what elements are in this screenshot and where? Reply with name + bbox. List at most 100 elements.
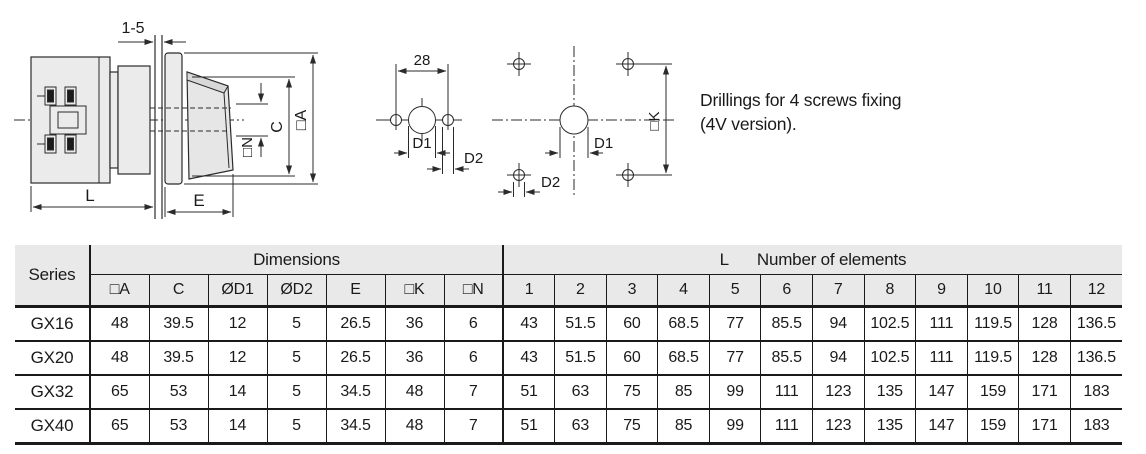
- dimension-value-cell: 53: [149, 375, 209, 410]
- element-length-cell: 75: [606, 375, 659, 410]
- element-column-header: 5: [709, 274, 762, 308]
- element-column-header: 2: [554, 274, 607, 308]
- element-length-cell: 51: [503, 375, 556, 410]
- element-column-header: 8: [864, 274, 917, 308]
- element-length-cell: 85.5: [760, 341, 813, 376]
- dimension-value-cell: 5: [267, 306, 327, 342]
- series-cell: GX20: [15, 341, 91, 376]
- dim-n: [236, 83, 268, 157]
- dim-column-header: ØD2: [267, 274, 327, 308]
- dimension-value-cell: 48: [90, 306, 150, 342]
- table-header-row-groups: Series Dimensions L Number of elements: [15, 245, 1122, 308]
- element-length-cell: 68.5: [657, 341, 710, 376]
- dimension-value-cell: 53: [149, 409, 209, 445]
- element-length-cell: 136.5: [1070, 306, 1122, 342]
- element-length-cell: 99: [709, 375, 762, 410]
- element-length-cell: 183: [1070, 375, 1122, 410]
- element-length-cell: 102.5: [864, 306, 917, 342]
- dimension-value-cell: 65: [90, 409, 150, 445]
- series-cell: GX40: [15, 409, 91, 445]
- element-length-cell: 75: [606, 409, 659, 445]
- element-length-cell: 43: [503, 306, 556, 342]
- dimension-value-cell: 39.5: [149, 306, 209, 342]
- element-length-cell: 128: [1018, 306, 1071, 342]
- element-length-cell: 85: [657, 375, 710, 410]
- dimension-value-cell: 26.5: [326, 306, 386, 342]
- dim-label-d1: D1: [594, 135, 613, 152]
- table-row: GX40 65 53 14 5 34.5 48 7 51 63 75 85 99 111 123 135 147…: [15, 409, 1122, 445]
- element-column-header: 12: [1070, 274, 1122, 308]
- drilling-note-line1: Drillings for 4 screws fixing: [700, 90, 902, 110]
- dimension-value-cell: 48: [385, 409, 445, 445]
- element-length-cell: 51.5: [554, 306, 607, 342]
- element-length-cell: 68.5: [657, 306, 710, 342]
- elements-group-header: L Number of elements: [503, 245, 1122, 275]
- dim-label-a: □A: [293, 110, 310, 131]
- series-cell: GX16: [15, 306, 91, 342]
- element-length-cell: 94: [812, 341, 865, 376]
- dim-label-panel: 1-5: [121, 20, 144, 37]
- element-length-cell: 135: [864, 375, 917, 410]
- element-length-cell: 85.5: [760, 306, 813, 342]
- element-length-cell: 85: [657, 409, 710, 445]
- series-header: Series: [15, 245, 91, 308]
- element-column-header: 10: [967, 274, 1020, 308]
- dimension-value-cell: 6: [444, 341, 504, 376]
- dimension-value-cell: 14: [208, 409, 268, 445]
- elements-l-label: L: [719, 249, 729, 269]
- dimension-value-cell: 34.5: [326, 409, 386, 445]
- element-length-cell: 60: [606, 341, 659, 376]
- dimension-value-cell: 6: [444, 306, 504, 342]
- element-column-header: 1: [503, 274, 556, 308]
- element-length-cell: 63: [554, 375, 607, 410]
- drill-pattern-3hole: 28 D1 D2: [376, 52, 483, 174]
- element-length-cell: 171: [1018, 409, 1071, 445]
- dim-column-header: E: [326, 274, 386, 308]
- table-row: GX20 48 39.5 12 5 26.5 36 6 43 51.5 60 68.5 77 85.5 94…: [15, 341, 1122, 376]
- element-length-cell: 159: [967, 409, 1020, 445]
- element-column-header: 4: [657, 274, 710, 308]
- dimension-value-cell: 12: [208, 341, 268, 376]
- corner-hole: [507, 163, 531, 187]
- dim-a: [184, 52, 318, 185]
- dim-e: [164, 174, 234, 217]
- element-length-cell: 119.5: [967, 306, 1020, 342]
- drilling-note: Drillings for 4 screws fixing (4V versio…: [700, 88, 902, 136]
- element-length-cell: 51: [503, 409, 556, 445]
- dimension-value-cell: 5: [267, 409, 327, 445]
- element-length-cell: 111: [915, 306, 968, 342]
- element-length-cell: 147: [915, 409, 968, 445]
- dimension-value-cell: 5: [267, 341, 327, 376]
- element-length-cell: 171: [1018, 375, 1071, 410]
- element-length-cell: 111: [915, 341, 968, 376]
- drill-pattern-4v: □K D1 D2: [492, 46, 676, 198]
- series-cell: GX32: [15, 375, 91, 410]
- element-length-cell: 77: [709, 306, 762, 342]
- dimension-value-cell: 36: [385, 341, 445, 376]
- element-column-header: 3: [606, 274, 659, 308]
- table-row: GX32 65 53 14 5 34.5 48 7 51 63 75 85 99 111 123 135 147…: [15, 375, 1122, 410]
- element-length-cell: 99: [709, 409, 762, 445]
- element-length-cell: 111: [760, 375, 813, 410]
- dimension-value-cell: 26.5: [326, 341, 386, 376]
- element-length-cell: 123: [812, 409, 865, 445]
- dimension-value-cell: 5: [267, 375, 327, 410]
- element-length-cell: 147: [915, 375, 968, 410]
- side-view-drawing: 1-5 L E: [14, 20, 318, 219]
- element-column-header: 9: [915, 274, 968, 308]
- dim-column-header: □A: [90, 274, 150, 308]
- corner-hole: [507, 52, 531, 76]
- dim-label-c: C: [269, 121, 286, 133]
- table-row: GX16 48 39.5 12 5 26.5 36 6 43 51.5 60 68.5 77 85.5 94…: [15, 306, 1122, 342]
- dimension-value-cell: 34.5: [326, 375, 386, 410]
- dim-column-header: □K: [385, 274, 445, 308]
- dimension-value-cell: 12: [208, 306, 268, 342]
- elements-text-label: Number of elements: [756, 249, 907, 269]
- element-length-cell: 63: [554, 409, 607, 445]
- element-length-cell: 136.5: [1070, 341, 1122, 376]
- dim-label-l: L: [85, 186, 94, 205]
- dim-label-d2: D2: [464, 150, 483, 167]
- element-length-cell: 102.5: [864, 341, 917, 376]
- dimension-value-cell: 39.5: [149, 341, 209, 376]
- element-length-cell: 128: [1018, 341, 1071, 376]
